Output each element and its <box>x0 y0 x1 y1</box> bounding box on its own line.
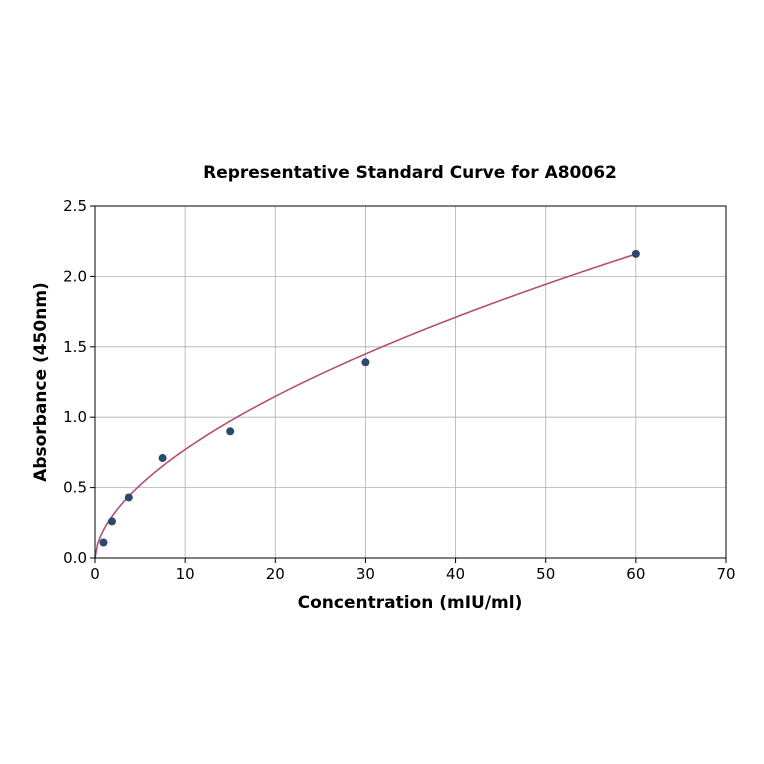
x-axis-label: Concentration (mIU/ml) <box>298 593 523 613</box>
x-tick-label: 40 <box>446 565 465 583</box>
y-tick-label: 2.0 <box>63 267 87 285</box>
x-tick-label: 60 <box>626 565 645 583</box>
y-axis-label: Absorbance (450nm) <box>31 282 51 482</box>
fit-curve-line <box>94 253 637 559</box>
tick-layer: 0 10 20 30 40 50 60 70 0.0 0.5 1.0 1.5 2.0 2.5 <box>63 197 735 583</box>
y-tick-label: 1.5 <box>63 338 87 356</box>
data-point <box>107 517 116 526</box>
data-point <box>124 493 133 502</box>
x-tick-label: 0 <box>90 565 100 583</box>
x-tick-label: 20 <box>266 565 285 583</box>
curve-layer <box>94 253 637 559</box>
y-tick-label: 0.5 <box>63 479 87 497</box>
data-point <box>226 427 235 436</box>
grid-layer <box>94 205 727 559</box>
data-point <box>631 249 640 258</box>
x-tick-label: 30 <box>356 565 375 583</box>
chart-title: Representative Standard Curve for A80062 <box>203 163 617 183</box>
y-tick-label: 0.0 <box>63 549 87 567</box>
point-layer <box>99 249 640 547</box>
data-point <box>158 454 167 463</box>
data-point <box>99 538 108 547</box>
data-point <box>361 358 370 367</box>
plot-frame <box>94 205 727 559</box>
x-tick-label: 10 <box>176 565 195 583</box>
x-tick-label: 70 <box>716 565 735 583</box>
y-tick-label: 1.0 <box>63 408 87 426</box>
y-tick-label: 2.5 <box>63 197 87 215</box>
x-tick-label: 50 <box>536 565 555 583</box>
